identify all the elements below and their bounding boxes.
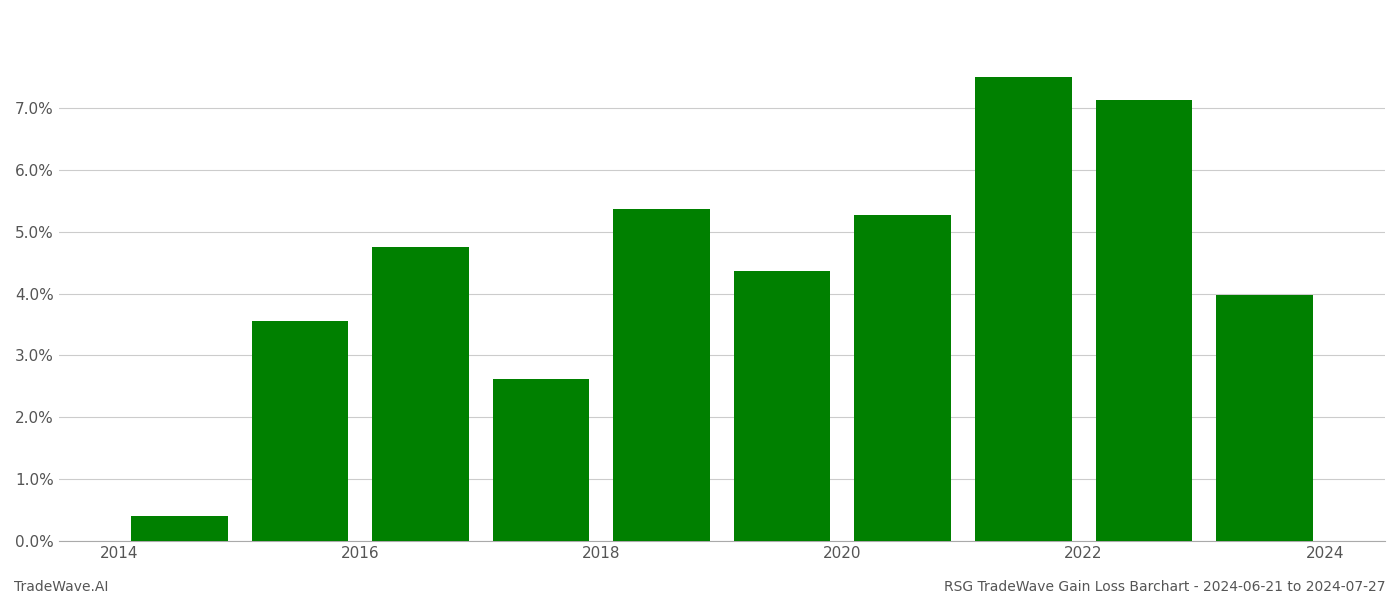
Bar [734,271,830,541]
Bar [132,517,228,541]
Bar [854,215,951,541]
Text: TradeWave.AI: TradeWave.AI [14,580,108,594]
Bar [1217,295,1313,541]
Bar [974,77,1071,541]
Bar [493,379,589,541]
Bar [613,209,710,541]
Bar [372,247,469,541]
Text: RSG TradeWave Gain Loss Barchart - 2024-06-21 to 2024-07-27: RSG TradeWave Gain Loss Barchart - 2024-… [945,580,1386,594]
Bar [252,322,349,541]
Bar [1096,100,1191,541]
